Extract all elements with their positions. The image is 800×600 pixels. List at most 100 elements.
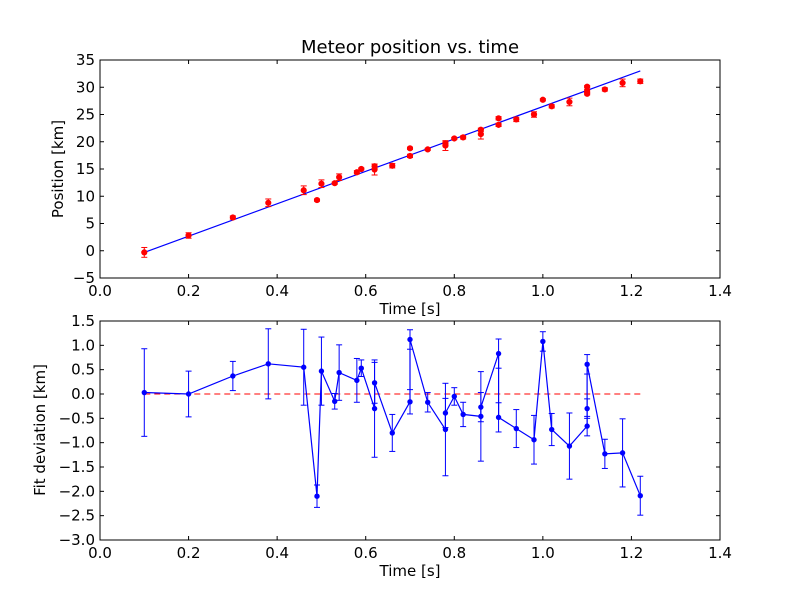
position-point (300, 187, 307, 194)
deviation-plot-frame (99, 320, 721, 541)
deviation-point (314, 493, 320, 499)
deviation-point (407, 399, 413, 405)
position-y-tick-label: 30 (76, 78, 95, 96)
deviation-point (389, 430, 395, 436)
deviation-x-tick-label: 0.6 (354, 544, 378, 562)
deviation-point (354, 377, 360, 384)
position-y-axis-label: Position [km] (49, 120, 67, 218)
position-point (406, 145, 414, 152)
deviation-point (602, 451, 608, 457)
deviation-point (531, 437, 537, 443)
deviation-point (185, 391, 192, 397)
deviation-chart: 0.0 0.2 0.4 0.6 0.8 1.0 1.2 1.4 −3.0 −2.5 −2.0 −1.… (31, 312, 732, 580)
fit-line-layer (144, 70, 641, 253)
deviation-point (332, 398, 338, 404)
position-y-tick-label: −5 (73, 269, 95, 287)
deviation-point (358, 365, 364, 371)
position-x-ticks: 0.0 0.2 0.4 0.6 0.8 1.0 1.2 1.4 (88, 60, 732, 300)
deviation-point (301, 364, 307, 370)
deviation-point (584, 361, 590, 368)
position-point (601, 86, 608, 93)
deviation-point (265, 361, 271, 367)
deviation-series-layer (141, 328, 644, 516)
position-point (477, 126, 484, 133)
deviation-y-tick-label: 1.5 (71, 312, 95, 330)
position-point (353, 169, 360, 176)
deviation-y-tick-label: −1.0 (59, 434, 95, 452)
position-point (513, 116, 520, 123)
position-x-tick-label: 0.6 (354, 282, 378, 300)
deviation-y-ticks: −3.0 −2.5 −2.0 −1.5 −1.0 −0.5 0.0 0.5 1.0 1.5 (59, 312, 720, 549)
deviation-x-ticks: 0.0 0.2 0.4 0.6 0.8 1.0 1.2 1.4 (88, 321, 732, 562)
position-point (451, 135, 458, 142)
position-chart-title: Meteor position vs. time (301, 37, 519, 58)
deviation-point (540, 338, 546, 345)
deviation-x-tick-label: 0.0 (88, 544, 112, 562)
deviation-x-tick-label: 0.2 (177, 544, 201, 562)
position-point (539, 96, 546, 103)
deviation-point (425, 399, 431, 405)
position-x-tick-label: 1.2 (619, 282, 643, 300)
position-chart: Meteor position vs. time 0.0 0.2 0.4 0.6 0.8… (49, 37, 732, 318)
deviation-x-tick-label: 0.4 (265, 544, 289, 562)
deviation-point (584, 423, 590, 429)
position-y-tick-label: 20 (76, 133, 95, 151)
position-y-tick-label: 10 (76, 187, 95, 205)
position-x-tick-label: 0.2 (177, 282, 201, 300)
position-point (637, 78, 644, 85)
deviation-y-tick-label: 0.5 (71, 361, 95, 379)
deviation-y-axis-label: Fit deviation [km] (31, 364, 49, 496)
position-x-tick-label: 0.8 (442, 282, 466, 300)
deviation-point (451, 393, 457, 400)
position-point (495, 121, 502, 128)
deviation-x-tick-label: 1.2 (619, 544, 643, 562)
deviation-point (619, 450, 626, 456)
fit-line (144, 70, 641, 253)
deviation-point (495, 350, 502, 357)
deviation-point (318, 368, 325, 374)
deviation-point (513, 425, 519, 432)
deviation-point (442, 410, 449, 416)
position-x-tick-label: 0.4 (265, 282, 289, 300)
position-y-tick-label: 5 (85, 215, 95, 233)
position-x-tick-label: 1.4 (708, 282, 732, 300)
position-point (358, 165, 365, 173)
position-point (548, 103, 555, 110)
deviation-x-tick-label: 1.4 (708, 544, 732, 562)
position-point (389, 162, 396, 169)
position-point (406, 152, 414, 160)
position-point (371, 163, 378, 170)
deviation-x-tick-label: 1.0 (531, 544, 555, 562)
position-points-layer (141, 78, 644, 258)
position-point (460, 134, 467, 141)
position-point (530, 111, 538, 118)
deviation-point (336, 369, 342, 376)
position-point (424, 146, 431, 153)
position-y-tick-label: 0 (85, 242, 95, 260)
position-point (619, 79, 626, 86)
position-point (141, 249, 148, 256)
position-y-tick-label: 35 (76, 51, 95, 69)
deviation-point (230, 373, 236, 379)
deviation-point (549, 426, 555, 433)
position-point (318, 180, 325, 187)
position-point (265, 199, 272, 206)
position-y-tick-label: 25 (76, 106, 95, 124)
position-point (584, 83, 591, 90)
deviation-y-tick-label: −0.5 (59, 409, 95, 427)
position-y-ticks: −5 0 5 10 15 20 25 30 35 (73, 51, 720, 287)
deviation-point (478, 404, 484, 410)
deviation-point (141, 389, 147, 396)
position-x-axis-label: Time [s] (379, 300, 441, 318)
position-point (336, 174, 343, 181)
deviation-y-tick-label: −3.0 (59, 531, 95, 549)
position-point (495, 115, 502, 122)
deviation-y-tick-label: −2.5 (59, 507, 95, 525)
deviation-point (371, 405, 378, 412)
position-x-tick-label: 1.0 (531, 282, 555, 300)
deviation-y-tick-label: −1.5 (59, 458, 95, 476)
deviation-y-tick-label: −2.0 (59, 482, 95, 500)
position-y-tick-label: 15 (76, 160, 95, 178)
deviation-point (371, 380, 378, 386)
